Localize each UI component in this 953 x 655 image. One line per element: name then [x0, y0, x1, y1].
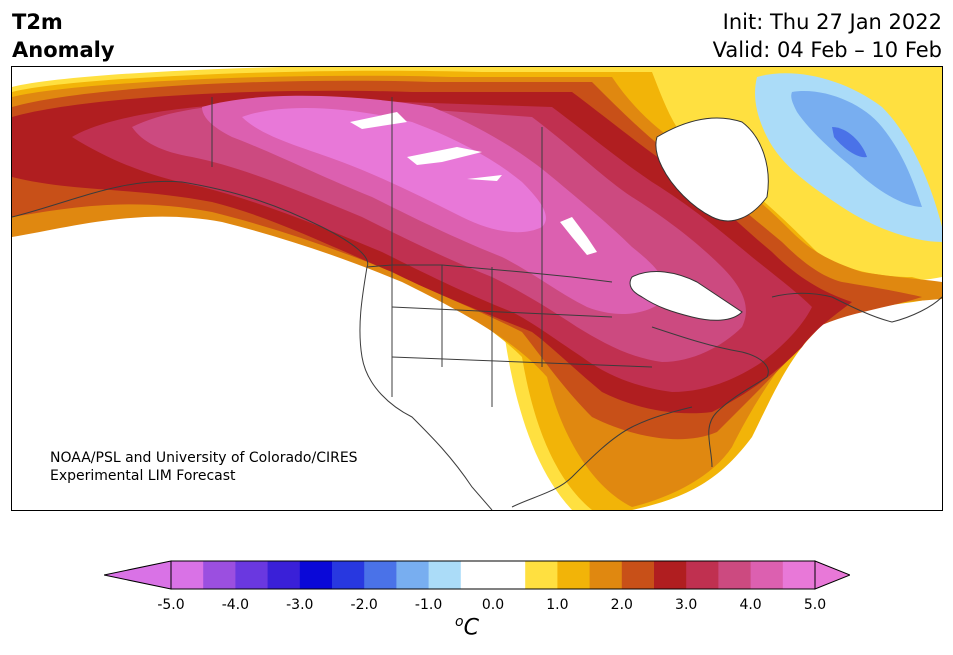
- colorbar-cell: [396, 561, 430, 589]
- hudson-bay: [655, 117, 769, 222]
- colorbar-cell: [299, 561, 333, 589]
- colorbar-cell: [460, 561, 494, 589]
- colorbar-cell: [364, 561, 397, 589]
- great-bear-lake: [407, 147, 482, 165]
- colorbar-cell: [235, 561, 269, 589]
- colorbar-cell: [171, 561, 204, 589]
- colorbar-tick-label: 3.0: [675, 597, 698, 613]
- anomaly-map: NOAA/PSL and University of Colorado/CIRE…: [11, 66, 943, 511]
- colorbar-cells: [171, 561, 816, 589]
- lake-athabasca: [467, 175, 502, 181]
- colorbar-cell: [750, 561, 784, 589]
- colorbar-cell: [525, 561, 558, 589]
- init-date: Init: Thu 27 Jan 2022: [722, 10, 942, 34]
- colorbar-tick-label: 1.0: [546, 597, 569, 613]
- colorbar-cell: [332, 561, 365, 589]
- lake-winnipeg: [560, 217, 597, 255]
- colorbar-under-triangle: [104, 560, 172, 590]
- colorbar-over-triangle: [814, 560, 850, 590]
- colorbar-cell: [428, 561, 462, 589]
- anomaly-band-5.0: [242, 107, 546, 233]
- unit-label: oC: [455, 614, 479, 640]
- colorbar-cell: [493, 561, 526, 589]
- valid-date: Valid: 04 Feb – 10 Feb: [712, 38, 942, 62]
- colorbar-tick-label: 0.0: [481, 597, 505, 613]
- map-canvas: [12, 67, 942, 510]
- map-title: T2m Anomaly: [12, 8, 115, 64]
- colorbar-cell: [654, 561, 687, 589]
- colorbar-tick-label: -4.0: [221, 597, 250, 613]
- colorbar-tick-label: 4.0: [739, 597, 762, 613]
- colorbar-cell: [557, 561, 591, 589]
- colorbar-tick-label: -1.0: [414, 597, 443, 613]
- variable-name: T2m: [12, 10, 63, 34]
- variable-type: Anomaly: [12, 38, 115, 62]
- colorbar-cell: [621, 561, 655, 589]
- colorbar-cell: [203, 561, 236, 589]
- boundary-lines: [12, 97, 942, 510]
- colorbar-cell: [718, 561, 752, 589]
- colorbar-cell: [267, 561, 301, 589]
- colorbar-tick-label: -5.0: [157, 597, 185, 613]
- credit-line-1: NOAA/PSL and University of Colorado/CIRE…: [50, 450, 358, 466]
- colorbar-tick-label: 2.0: [610, 597, 633, 613]
- unit-degree-prefix: o: [455, 614, 464, 630]
- colorbar-outline: [170, 560, 816, 590]
- forecast-dates: Init: Thu 27 Jan 2022 Valid: 04 Feb – 10…: [713, 8, 942, 64]
- colorbar-tick-label: -3.0: [286, 597, 314, 613]
- great-lakes: [629, 271, 743, 321]
- unit-symbol: C: [463, 615, 479, 641]
- credit-text: NOAA/PSL and University of Colorado/CIRE…: [50, 449, 358, 485]
- credit-line-2: Experimental LIM Forecast: [50, 468, 236, 484]
- colorbar-cell: [589, 561, 623, 589]
- colorbar: [104, 560, 850, 590]
- anomaly-band-minus-2.0: [832, 127, 867, 158]
- colorbar-tick-label: 5.0: [803, 597, 827, 613]
- great-slave-lake: [350, 112, 407, 129]
- colorbar-cell: [686, 561, 719, 589]
- colorbar-tick-label: -2.0: [350, 597, 378, 613]
- colorbar-cell: [782, 561, 816, 589]
